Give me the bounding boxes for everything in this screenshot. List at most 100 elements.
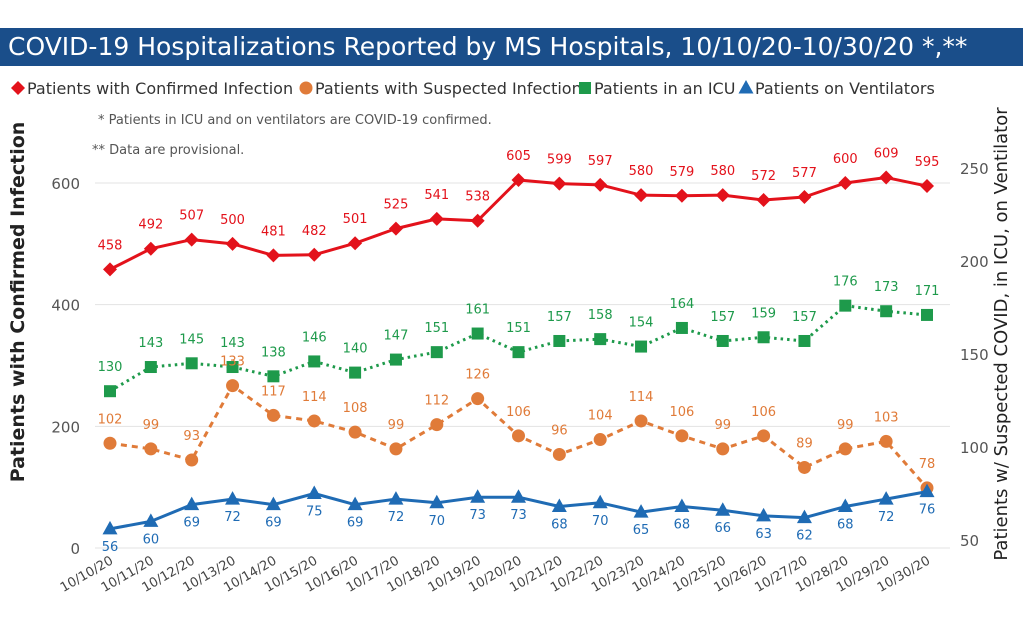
point-confirmed-16 — [756, 193, 771, 208]
point-suspected-10 — [512, 429, 525, 443]
data-label-ventilators-0: 56 — [102, 540, 119, 555]
y-right-tick-100: 100 — [960, 439, 989, 457]
point-confirmed-2 — [184, 232, 199, 247]
data-label-ventilators-13: 65 — [633, 523, 650, 538]
point-suspected-19 — [879, 434, 893, 448]
point-icu-16 — [757, 331, 770, 344]
point-ventilators-8 — [429, 494, 445, 509]
data-label-suspected-12: 104 — [588, 409, 613, 424]
data-label-ventilators-9: 73 — [469, 508, 486, 523]
point-suspected-17 — [797, 460, 811, 474]
legend-label-2: Patients in an ICU — [594, 79, 735, 98]
data-label-icu-8: 151 — [424, 321, 449, 336]
data-label-ventilators-7: 72 — [388, 510, 405, 525]
data-label-ventilators-5: 75 — [306, 505, 323, 520]
point-confirmed-14 — [674, 188, 689, 203]
data-label-suspected-7: 99 — [388, 418, 405, 433]
data-label-icu-3: 143 — [220, 336, 245, 351]
point-icu-13 — [635, 340, 648, 353]
data-label-confirmed-18: 600 — [833, 152, 858, 167]
data-label-suspected-14: 106 — [669, 405, 694, 420]
data-label-suspected-3: 133 — [220, 355, 245, 370]
data-label-icu-5: 146 — [302, 330, 327, 345]
data-label-confirmed-17: 577 — [792, 166, 817, 181]
point-icu-7 — [389, 353, 402, 366]
data-label-ventilators-3: 72 — [224, 510, 241, 525]
point-confirmed-13 — [634, 188, 649, 203]
point-ventilators-11 — [551, 498, 567, 513]
data-label-confirmed-10: 605 — [506, 149, 531, 164]
data-label-ventilators-8: 70 — [429, 514, 446, 529]
point-icu-15 — [716, 334, 729, 347]
point-icu-0 — [104, 385, 116, 398]
point-suspected-9 — [471, 392, 485, 406]
data-label-suspected-9: 126 — [465, 368, 490, 383]
series-layer — [102, 170, 935, 535]
y-axis-right-label: Patients w/ Suspected COVID, in ICU, on … — [991, 107, 1012, 561]
point-icu-6 — [349, 366, 362, 379]
y-left-tick-600: 600 — [51, 175, 80, 193]
legend-label-1: Patients with Suspected Infection — [315, 79, 582, 98]
data-label-suspected-13: 114 — [629, 390, 654, 405]
legend-marker-3 — [738, 80, 754, 94]
data-label-confirmed-12: 597 — [588, 154, 613, 169]
point-confirmed-8 — [429, 211, 444, 226]
point-suspected-11 — [552, 447, 566, 461]
y-right-tick-150: 150 — [960, 346, 989, 364]
point-confirmed-17 — [797, 189, 812, 204]
data-label-icu-15: 157 — [710, 310, 735, 325]
point-suspected-8 — [430, 418, 444, 432]
data-label-ventilators-6: 69 — [347, 516, 364, 531]
point-ventilators-2 — [184, 496, 200, 511]
data-label-icu-13: 154 — [629, 316, 654, 331]
gridlines — [95, 182, 950, 549]
data-label-ventilators-11: 68 — [551, 518, 568, 533]
point-ventilators-16 — [756, 507, 772, 522]
data-label-confirmed-1: 492 — [138, 218, 163, 233]
note-icu-ventilators: * Patients in ICU and on ventilators are… — [98, 113, 492, 128]
data-label-confirmed-16: 572 — [751, 169, 776, 184]
point-ventilators-10 — [511, 489, 526, 503]
point-confirmed-20 — [920, 179, 934, 194]
data-label-confirmed-5: 482 — [302, 224, 327, 239]
data-labels: 458 492 507 500 481 482 501 525 541 538 605 599 597 5… — [98, 147, 940, 555]
data-label-confirmed-4: 481 — [261, 224, 286, 239]
point-suspected-14 — [675, 429, 689, 443]
y-axis-left: 0 200 400 600 — [51, 175, 80, 558]
point-confirmed-19 — [879, 170, 894, 185]
data-label-confirmed-8: 541 — [424, 188, 449, 203]
title-bar: COVID-19 Hospitalizations Reported by MS… — [0, 28, 1023, 66]
point-confirmed-12 — [593, 177, 608, 192]
point-icu-12 — [594, 333, 607, 346]
data-label-ventilators-2: 69 — [183, 516, 200, 531]
data-label-icu-2: 145 — [179, 332, 204, 347]
point-icu-4 — [267, 370, 280, 383]
data-label-icu-4: 138 — [261, 345, 286, 360]
point-suspected-13 — [634, 414, 648, 428]
data-label-icu-0: 130 — [98, 360, 123, 375]
data-label-ventilators-1: 60 — [143, 532, 160, 547]
data-label-icu-9: 161 — [465, 303, 490, 318]
point-ventilators-12 — [592, 494, 608, 509]
point-icu-10 — [512, 346, 525, 359]
point-icu-1 — [144, 361, 157, 374]
point-ventilators-14 — [674, 498, 690, 513]
point-icu-9 — [471, 327, 484, 340]
point-ventilators-13 — [633, 504, 649, 518]
point-ventilators-17 — [796, 509, 812, 524]
chart-title: COVID-19 Hospitalizations Reported by MS… — [8, 32, 968, 61]
point-ventilators-15 — [715, 502, 731, 516]
legend-label-0: Patients with Confirmed Infection — [27, 79, 293, 98]
y-axis-right: 50 100 150 200 250 — [960, 160, 989, 550]
data-label-suspected-1: 99 — [143, 418, 160, 433]
point-ventilators-1 — [143, 513, 159, 527]
y-left-tick-400: 400 — [51, 297, 80, 315]
data-label-suspected-19: 103 — [874, 410, 899, 425]
point-suspected-4 — [266, 408, 280, 422]
data-label-icu-14: 164 — [669, 297, 694, 312]
point-ventilators-0 — [102, 520, 118, 535]
point-suspected-15 — [716, 442, 730, 456]
data-label-suspected-6: 108 — [343, 401, 368, 416]
data-label-ventilators-14: 68 — [674, 518, 691, 533]
y-axis-left-label: Patients with Confirmed Infection — [7, 122, 29, 483]
